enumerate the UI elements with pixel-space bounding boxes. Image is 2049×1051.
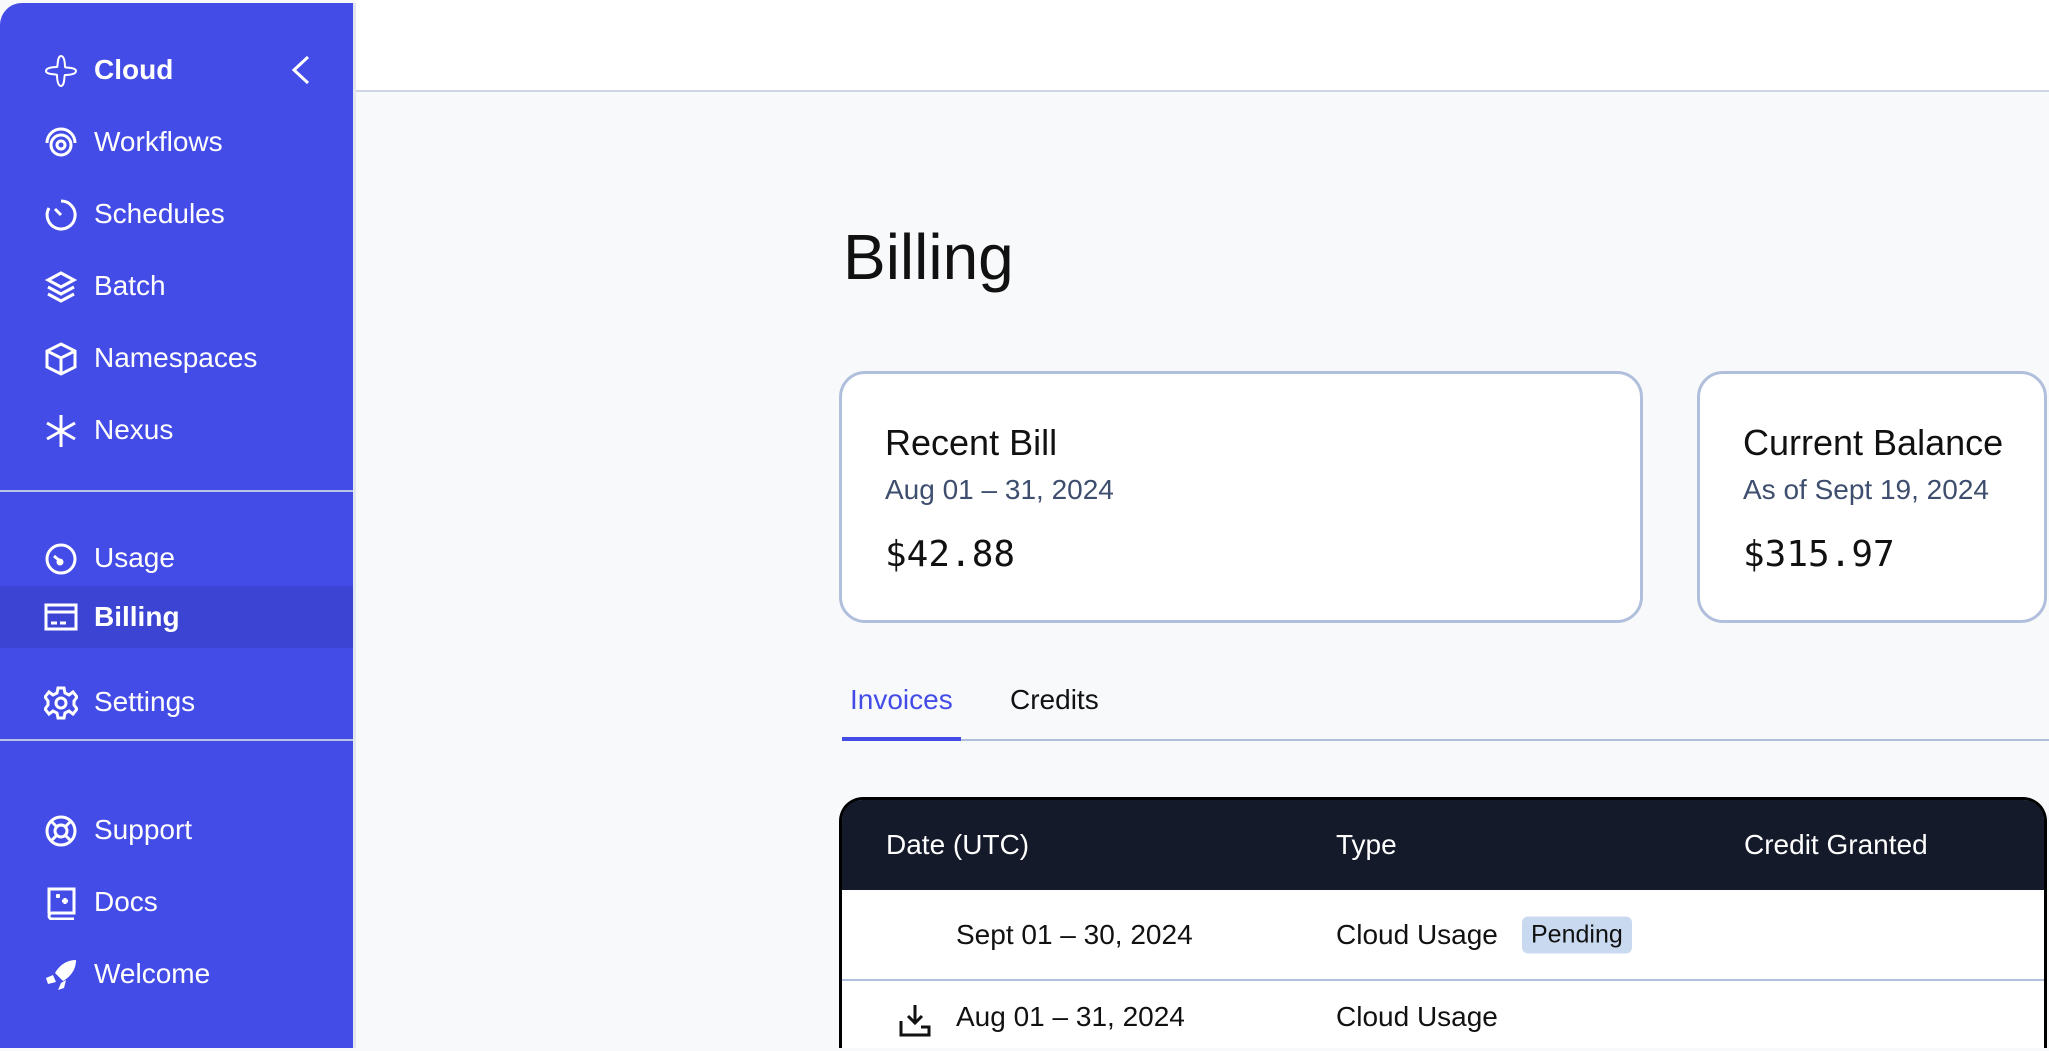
sidebar-brand-cloud[interactable]: Cloud xyxy=(0,40,353,100)
billing-tabs: Invoices Credits xyxy=(842,680,2049,741)
sidebar-item-label: Billing xyxy=(94,601,180,632)
lifebuoy-icon xyxy=(45,815,77,847)
sidebar-item-label: Batch xyxy=(94,270,166,301)
sidebar-item-usage[interactable]: Usage xyxy=(0,528,353,588)
sidebar-item-billing[interactable]: Billing xyxy=(0,586,353,648)
sidebar-item-schedules[interactable]: Schedules xyxy=(0,184,353,244)
sidebar-item-label: Settings xyxy=(94,686,196,717)
sidebar-item-label: Usage xyxy=(94,542,175,573)
sidebar-item-label: Welcome xyxy=(94,958,211,989)
tab-credits[interactable]: Credits xyxy=(1010,684,1099,715)
sidebar-item-label: Schedules xyxy=(94,198,225,229)
workflows-icon xyxy=(45,127,77,157)
sidebar-item-settings[interactable]: Settings xyxy=(0,672,353,732)
sidebar-item-label: Docs xyxy=(94,886,158,917)
brand-label: Cloud xyxy=(94,54,174,85)
sidebar-item-nexus[interactable]: Nexus xyxy=(0,400,353,460)
invoices-table: Date (UTC) Type Credit Granted Sept 01 –… xyxy=(839,797,2047,1048)
sidebar-item-workflows[interactable]: Workflows xyxy=(0,112,353,172)
sidebar-item-label: Workflows xyxy=(94,126,223,157)
rocket-icon xyxy=(46,960,76,990)
sidebar-item-label: Namespaces xyxy=(94,342,258,373)
table-row[interactable]: Sept 01 – 30, 2024 Cloud Usage Pending xyxy=(842,890,2044,981)
sidebar-item-label: Nexus xyxy=(94,414,174,445)
book-icon xyxy=(47,887,76,920)
current-balance-card: Current Balance As of Sept 19, 2024 $315… xyxy=(1697,371,2047,623)
sidebar-divider xyxy=(0,490,353,492)
sidebar-item-label: Support xyxy=(94,814,193,845)
table-row[interactable]: Aug 01 – 31, 2024 Cloud Usage xyxy=(842,983,2044,1051)
card-subtitle: Aug 01 – 31, 2024 xyxy=(885,474,1114,505)
top-bar xyxy=(356,0,2049,92)
status-badge: Pending xyxy=(1522,916,1632,953)
row-type: Cloud Usage xyxy=(1336,918,1498,950)
table-header: Date (UTC) Type Credit Granted xyxy=(842,800,2044,890)
row-type: Cloud Usage xyxy=(1336,1001,1498,1032)
row-date: Aug 01 – 31, 2024 xyxy=(956,1001,1185,1032)
row-date: Sept 01 – 30, 2024 xyxy=(956,918,1193,950)
download-icon[interactable] xyxy=(898,1003,932,1037)
layers-icon xyxy=(44,271,78,303)
sidebar: Cloud Workflows Schedules Batch Namespac… xyxy=(0,3,356,1048)
gear-icon xyxy=(44,686,78,720)
recent-bill-card: Recent Bill Aug 01 – 31, 2024 $42.88 xyxy=(839,371,1643,623)
card-subtitle: As of Sept 19, 2024 xyxy=(1743,474,1989,505)
card-value: $315.97 xyxy=(1743,534,1895,575)
sidebar-divider xyxy=(0,739,353,741)
page-title: Billing xyxy=(843,221,1014,293)
credit-card-icon xyxy=(44,603,78,631)
sidebar-item-welcome[interactable]: Welcome xyxy=(0,944,353,1004)
sidebar-item-namespaces[interactable]: Namespaces xyxy=(0,328,353,388)
timer-icon xyxy=(45,199,77,231)
cube-icon xyxy=(45,342,77,376)
sidebar-item-docs[interactable]: Docs xyxy=(0,872,353,932)
cloud-logo-icon xyxy=(44,54,78,88)
column-header-credit-granted: Credit Granted xyxy=(1744,829,1928,860)
column-header-type: Type xyxy=(1336,829,1397,860)
chevron-left-icon[interactable] xyxy=(288,53,314,87)
card-title: Recent Bill xyxy=(885,422,1058,463)
gauge-icon xyxy=(45,543,77,575)
sidebar-item-support[interactable]: Support xyxy=(0,800,353,860)
tab-invoices[interactable]: Invoices xyxy=(842,684,961,741)
card-title: Current Balance xyxy=(1743,422,2004,463)
column-header-date: Date (UTC) xyxy=(886,829,1030,860)
card-value: $42.88 xyxy=(885,534,1016,575)
sidebar-item-batch[interactable]: Batch xyxy=(0,256,353,316)
asterisk-icon xyxy=(46,415,76,447)
